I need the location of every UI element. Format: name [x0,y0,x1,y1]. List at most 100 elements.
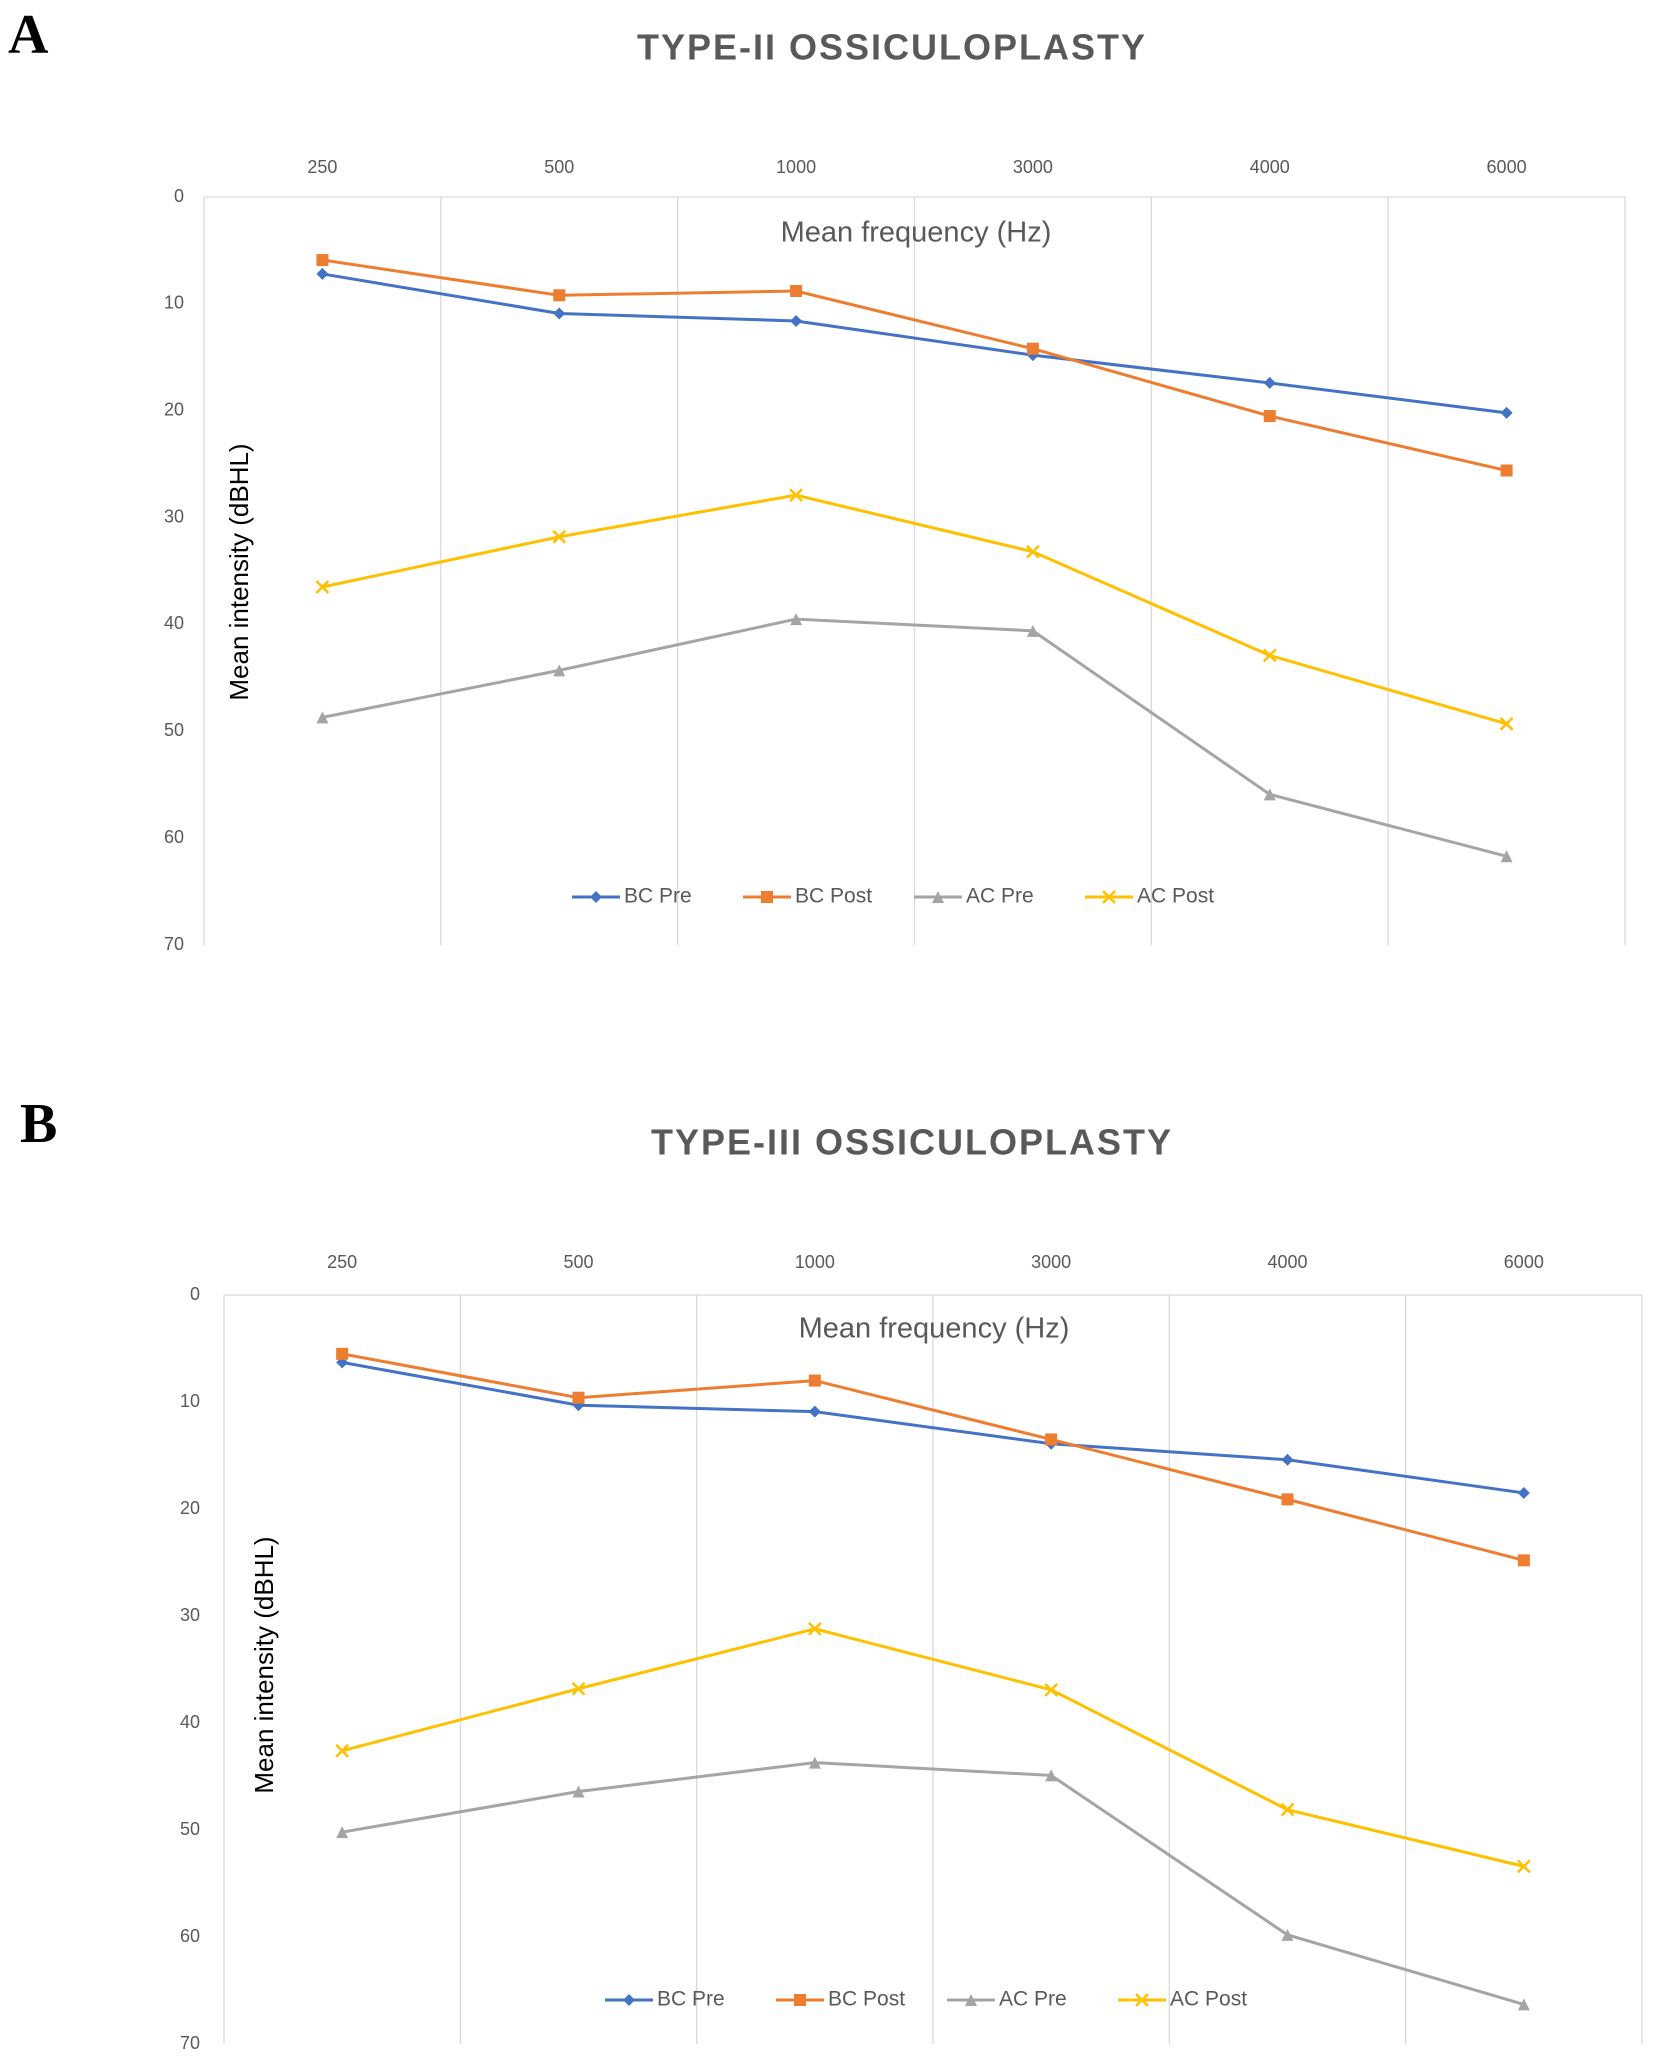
legend-marker [1135,1993,1149,2007]
marker [316,711,329,724]
legend-marker [965,1994,977,2006]
panel-label: A [8,4,49,66]
marker [336,1826,349,1839]
marker [316,267,329,280]
x-axis-title: Mean frequency (Hz) [799,1313,1070,1345]
marker [1280,1802,1295,1817]
y-tick-label: 30 [180,1605,200,1625]
marker [808,1374,821,1387]
panel-label: B [20,1093,57,1155]
legend-label: AC Pre [999,1988,1067,2011]
x-tick-label: 6000 [1504,1252,1544,1272]
y-tick-label: 20 [180,1498,200,1518]
x-tick-label: 500 [563,1252,593,1272]
legend-label: BC Pre [657,1988,725,2011]
legend-marker [932,891,944,903]
y-tick-label: 50 [164,720,184,740]
y-tick-label: 0 [174,186,184,206]
legend-label: BC Post [828,1988,905,2011]
y-axis-title: Mean intensity (dBHL) [249,1536,279,1793]
legend-marker [623,1994,635,2006]
marker [1026,342,1039,355]
y-tick-label: 70 [164,934,184,954]
marker [808,1756,821,1769]
y-axis-title: Mean intensity (dBHL) [224,443,254,700]
series-line [322,258,1507,473]
legend-label: AC Pre [966,885,1034,908]
marker [572,1391,585,1404]
x-tick-label: 6000 [1487,157,1527,177]
marker [1500,406,1513,419]
x-tick-label: 3000 [1013,157,1053,177]
marker [808,1405,821,1418]
marker [1026,544,1040,559]
marker [1044,1682,1059,1697]
marker [1517,1998,1530,2011]
marker [1263,376,1276,389]
marker [1281,1928,1294,1941]
y-tick-label: 10 [164,293,184,313]
marker [1262,648,1277,663]
legend-label: AC Post [1137,885,1214,908]
marker [790,285,803,298]
legend-label: BC Pre [624,885,692,908]
marker [1517,1554,1530,1567]
marker [1281,1453,1294,1466]
x-tick-label: 250 [307,157,337,177]
marker [1026,624,1039,637]
marker [789,488,803,503]
marker [553,307,566,320]
series-line [341,1360,1525,1495]
marker [790,314,803,327]
legend-marker [761,891,773,903]
marker [335,1743,350,1758]
y-tick-label: 70 [180,2033,200,2053]
marker [1499,716,1514,731]
legend-marker [1102,890,1116,904]
series-line [322,272,1507,415]
marker [552,529,567,544]
x-tick-label: 4000 [1267,1252,1307,1272]
legend-marker [590,891,602,903]
marker [1263,410,1276,423]
chart-title: TYPE-III OSSICULOPLASTY [651,1122,1173,1163]
series-line [341,1627,1525,1868]
y-tick-label: 40 [164,613,184,633]
legend-label: AC Post [1170,1988,1247,2011]
marker [316,254,329,267]
marker [572,1785,585,1798]
marker [1045,1433,1058,1446]
marker [553,289,566,302]
series-line [341,1761,1525,2006]
chart-title: TYPE-II OSSICULOPLASTY [637,27,1147,68]
y-tick-label: 60 [164,827,184,847]
marker [1263,788,1276,801]
marker [1517,1486,1530,1499]
y-tick-label: 40 [180,1712,200,1732]
x-tick-label: 250 [327,1252,357,1272]
x-tick-label: 500 [544,157,574,177]
legend-label: BC Post [795,885,872,908]
marker [1500,464,1513,477]
y-tick-label: 0 [190,1284,200,1304]
legend-marker [794,1994,806,2006]
marker [571,1681,586,1696]
marker [1045,1769,1058,1782]
marker [1516,1859,1531,1874]
y-tick-label: 50 [180,1819,200,1839]
marker [790,613,803,626]
marker [336,1347,349,1360]
series-line [341,1352,1525,1562]
marker [807,1621,822,1636]
series-line [322,617,1507,858]
marker [315,580,330,594]
marker [1500,850,1513,863]
y-tick-label: 60 [180,1926,200,1946]
x-axis-title: Mean frequency (Hz) [781,217,1052,249]
x-tick-label: 1000 [795,1252,835,1272]
marker [1281,1493,1294,1506]
marker [553,664,566,677]
x-tick-label: 3000 [1031,1252,1071,1272]
